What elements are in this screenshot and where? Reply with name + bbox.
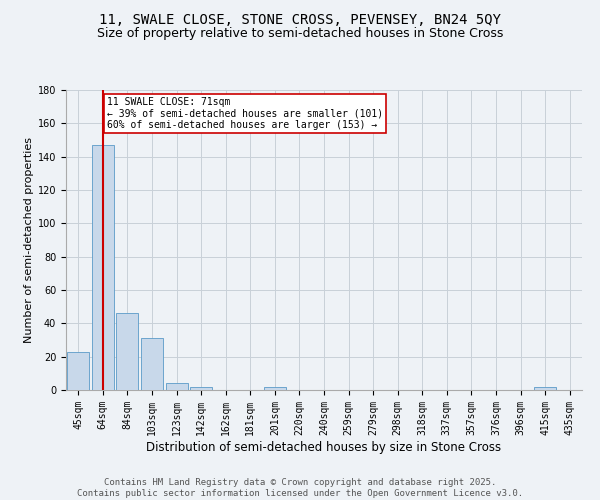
Y-axis label: Number of semi-detached properties: Number of semi-detached properties (23, 137, 34, 343)
Bar (92, 145, 114, 390)
Bar (116, 314, 139, 390)
Bar (141, 338, 163, 390)
Text: 11 SWALE CLOSE: 71sqm
← 39% of semi-detached houses are smaller (101)
60% of sem: 11 SWALE CLOSE: 71sqm ← 39% of semi-deta… (107, 96, 383, 130)
Bar (166, 384, 188, 390)
Text: Contains HM Land Registry data © Crown copyright and database right 2025.
Contai: Contains HM Land Registry data © Crown c… (77, 478, 523, 498)
X-axis label: Distribution of semi-detached houses by size in Stone Cross: Distribution of semi-detached houses by … (146, 440, 502, 454)
Bar (67, 352, 89, 390)
Text: 11, SWALE CLOSE, STONE CROSS, PEVENSEY, BN24 5QY: 11, SWALE CLOSE, STONE CROSS, PEVENSEY, … (99, 12, 501, 26)
Bar (534, 386, 556, 390)
Bar (190, 386, 212, 390)
Text: Size of property relative to semi-detached houses in Stone Cross: Size of property relative to semi-detach… (97, 28, 503, 40)
Bar (264, 386, 286, 390)
